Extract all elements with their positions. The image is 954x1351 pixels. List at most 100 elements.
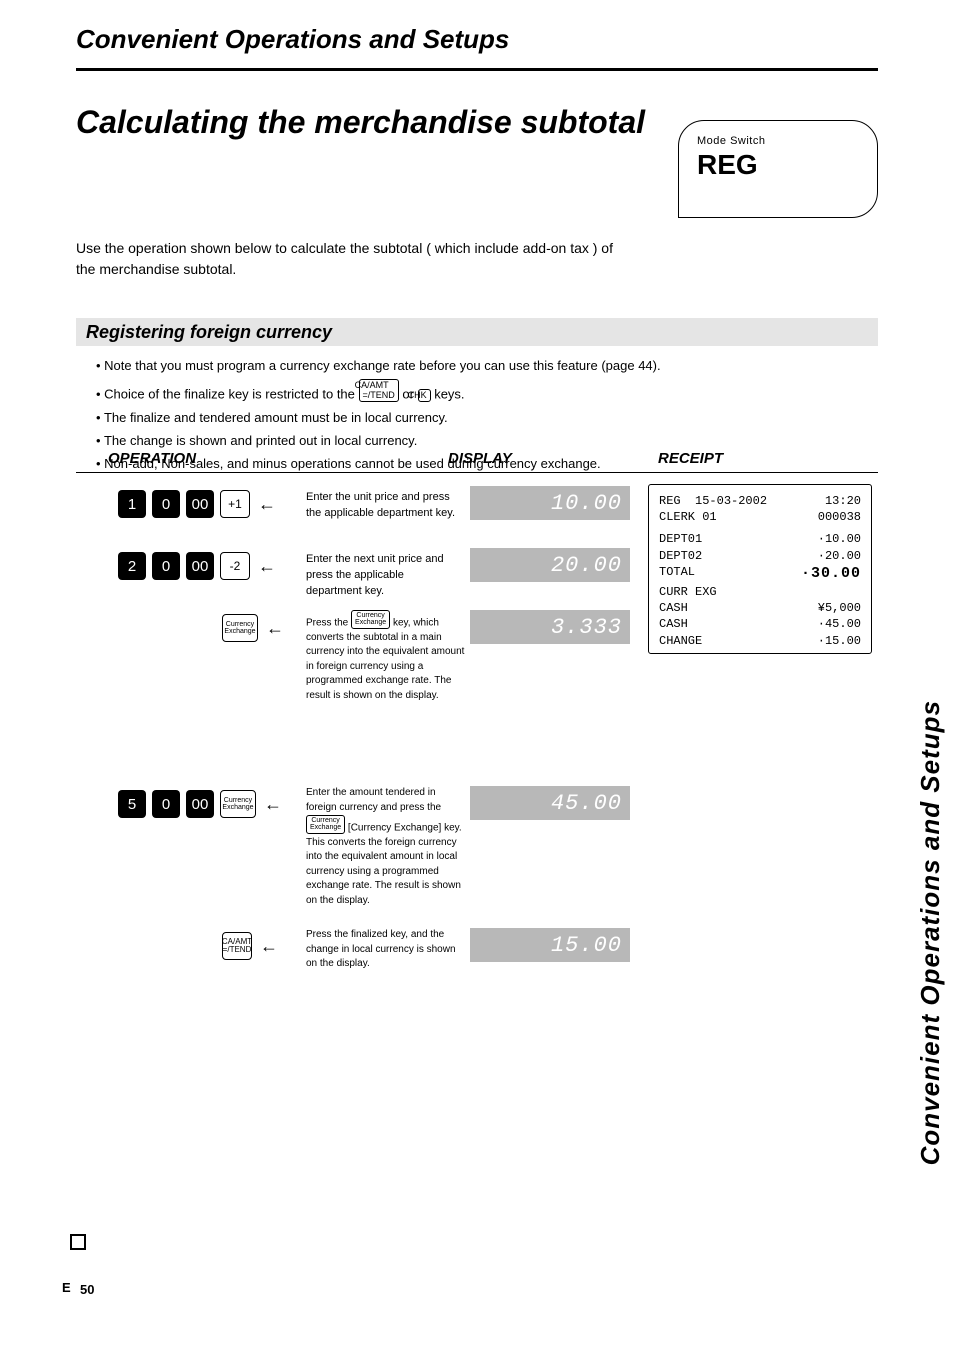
receipt-text: CASH (659, 616, 688, 632)
receipt-text: ·15.00 (818, 633, 861, 649)
digit-key: 1 (118, 490, 146, 518)
key-sequence-2: 2 0 00 -2 ← (118, 552, 276, 580)
receipt-line: DEPT02 ·20.00 (659, 548, 861, 564)
lcd-value: 20.00 (551, 553, 622, 578)
note-line: Enter the unit price and press (306, 491, 450, 503)
receipt-line: CASH ·45.00 (659, 616, 861, 632)
receipt-text: CURR EXG (659, 584, 717, 600)
mode-switch-box: Mode Switch REG (678, 120, 878, 218)
dept-key: +1 (220, 490, 250, 518)
lcd-display: 15.00 (470, 928, 630, 962)
col-operation: OPERATION (108, 450, 448, 467)
note-item: • The change is shown and printed out in… (96, 431, 856, 451)
note-text: The finalize and tendered amount must be… (104, 410, 448, 425)
step-note: Enter the amount tendered in foreign cur… (306, 786, 466, 908)
currency-exchange-key-icon: CurrencyExchange (306, 815, 345, 834)
section-heading: Registering foreign currency (86, 322, 332, 343)
lcd-value: 3.333 (551, 615, 622, 640)
currency-exchange-key: CurrencyExchange (222, 614, 258, 642)
mode-value: REG (697, 149, 859, 181)
receipt-text: 15-03-2002 (695, 494, 767, 508)
mode-label: Mode Switch (697, 135, 859, 147)
step-note: Enter the unit price and press the appli… (306, 490, 456, 522)
key-sequence-1: 1 0 00 +1 ← (118, 490, 276, 518)
column-headers: OPERATION DISPLAY RECEIPT (108, 450, 868, 467)
step-note: Enter the next unit price and press the … (306, 552, 456, 600)
step-note: Press the CurrencyExchange key, which co… (306, 610, 466, 703)
currency-exchange-key: CurrencyExchange (220, 790, 256, 818)
receipt-line: CLERK 01 000038 (659, 509, 861, 525)
receipt-text: ·45.00 (818, 616, 861, 632)
note-line: change in local currency is shown on the… (306, 944, 456, 970)
receipt-line: REG 15-03-2002 13:20 (659, 493, 861, 509)
page-number: 50 (80, 1282, 94, 1297)
top-rule (76, 68, 878, 71)
key-sequence-4: 5 0 00 CurrencyExchange ← (118, 790, 282, 818)
key-sequence-3: CurrencyExchange ← (222, 614, 284, 642)
lcd-value: 15.00 (551, 933, 622, 958)
receipt-text: REG (659, 494, 681, 508)
digit-key: 00 (186, 490, 214, 518)
note-text: The change is shown and printed out in l… (104, 433, 417, 448)
dept-key: -2 (220, 552, 250, 580)
receipt-line: CURR EXG (659, 584, 861, 600)
arrow-left-icon: ← (258, 494, 276, 515)
chk-key-icon: CHK (418, 389, 431, 402)
ca-amt-tend-key: CA/AMT=/TEND (222, 932, 252, 960)
intro-text: Use the operation shown below to calcula… (76, 238, 636, 280)
receipt-text: CASH (659, 600, 688, 616)
col-receipt: RECEIPT (658, 450, 848, 467)
receipt-printout: REG 15-03-2002 13:20 CLERK 01 000038 DEP… (648, 484, 872, 654)
side-tab-label: Convenient Operations and Setups (915, 700, 946, 1165)
note-line: converts the subtotal in a main (306, 632, 442, 643)
page-header-title: Convenient Operations and Setups (76, 24, 509, 55)
receipt-line: CHANGE ·15.00 (659, 633, 861, 649)
arrow-left-icon: ← (258, 556, 276, 577)
arrow-left-icon: ← (266, 618, 284, 639)
note-line: [Currency Exchange] key. This converts t… (306, 822, 462, 906)
col-display: DISPLAY (448, 450, 658, 467)
note-item: • Choice of the finalize key is restrict… (96, 379, 856, 405)
receipt-text: CHANGE (659, 633, 702, 649)
note-text: Note that you must program a currency ex… (104, 358, 660, 373)
receipt-text: 13:20 (825, 493, 861, 509)
digit-key: 0 (152, 552, 180, 580)
note-line: Press the finalized key, and the (306, 929, 444, 940)
receipt-text: ·10.00 (818, 531, 861, 547)
receipt-line: TOTAL ·30.00 (659, 564, 861, 584)
footer-box-icon (70, 1234, 86, 1250)
note-line: press the applicable department key. (306, 569, 404, 597)
digit-key: 00 (186, 552, 214, 580)
receipt-line: CASH ¥5,000 (659, 600, 861, 616)
note-line: the applicable department key. (306, 507, 455, 519)
lcd-display: 45.00 (470, 786, 630, 820)
digit-key: 00 (186, 790, 214, 818)
footer-e: E (62, 1280, 71, 1295)
digit-key: 2 (118, 552, 146, 580)
note-line: Enter the next unit price and (306, 553, 444, 565)
digit-key: 5 (118, 790, 146, 818)
lcd-value: 45.00 (551, 791, 622, 816)
receipt-text: CLERK 01 (659, 509, 717, 525)
receipt-total: ·30.00 (801, 564, 861, 584)
note-item: • The finalize and tendered amount must … (96, 408, 856, 428)
receipt-text: TOTAL (659, 564, 695, 584)
receipt-text: DEPT02 (659, 548, 702, 564)
lcd-display: 20.00 (470, 548, 630, 582)
receipt-text: ¥5,000 (818, 600, 861, 616)
step-note: Press the finalized key, and the change … (306, 928, 466, 972)
arrow-left-icon: ← (260, 936, 278, 957)
main-heading: Calculating the merchandise subtotal (76, 104, 645, 141)
receipt-line: DEPT01 ·10.00 (659, 531, 861, 547)
receipt-text: ·20.00 (818, 548, 861, 564)
divider (76, 472, 878, 473)
arrow-left-icon: ← (264, 794, 282, 815)
note-item: • Note that you must program a currency … (96, 356, 856, 376)
note-line: currency into the equivalent amount in f… (306, 646, 464, 701)
currency-exchange-key-icon: CurrencyExchange (351, 610, 390, 629)
lcd-display: 10.00 (470, 486, 630, 520)
digit-key: 0 (152, 490, 180, 518)
receipt-text: 000038 (818, 509, 861, 525)
receipt-text: DEPT01 (659, 531, 702, 547)
lcd-value: 10.00 (551, 491, 622, 516)
